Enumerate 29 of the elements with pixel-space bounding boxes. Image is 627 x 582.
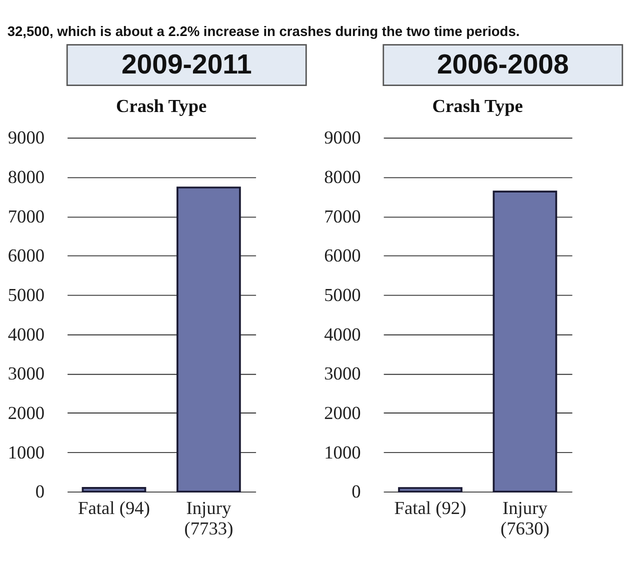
- x-tick-label: Fatal (92): [394, 498, 466, 518]
- y-tick-label: 8000: [324, 166, 361, 187]
- x-tick-label: Fatal (94): [78, 498, 150, 518]
- y-tick-label: 0: [352, 482, 361, 502]
- x-tick-label: Injury (7733): [184, 498, 234, 538]
- chart-subtitle: Crash Type: [116, 96, 207, 116]
- y-tick-label: 1000: [8, 442, 45, 462]
- chart-title: 2006-2008: [436, 48, 569, 80]
- y-tick-label: 6000: [8, 246, 45, 266]
- y-tick-label: 9000: [324, 128, 361, 148]
- text: 32,500, which is about a 2.2% increase in crashes during the two time periods.: [7, 24, 520, 39]
- y-tick-label: 0: [35, 482, 45, 502]
- y-tick-label: 3000: [8, 364, 45, 384]
- y-tick-label: 9000: [8, 128, 45, 148]
- chart-title: 2009-2011: [121, 48, 252, 80]
- y-tick-label: 1000: [324, 442, 361, 462]
- y-tick-label: 4000: [324, 324, 361, 344]
- y-tick-label: 8000: [8, 166, 45, 187]
- y-tick-label: 6000: [324, 246, 361, 266]
- y-tick-label: 5000: [8, 284, 45, 305]
- y-tick-label: 5000: [324, 284, 361, 305]
- x-tick-label: Injury (7630): [500, 498, 550, 538]
- y-tick-label: 7000: [8, 206, 45, 226]
- y-tick-label: 4000: [8, 324, 45, 344]
- chart-subtitle: Crash Type: [432, 96, 523, 116]
- y-tick-label: 3000: [324, 364, 361, 384]
- y-tick-label: 2000: [8, 402, 45, 423]
- y-tick-label: 7000: [324, 206, 361, 226]
- y-tick-label: 2000: [324, 402, 361, 423]
